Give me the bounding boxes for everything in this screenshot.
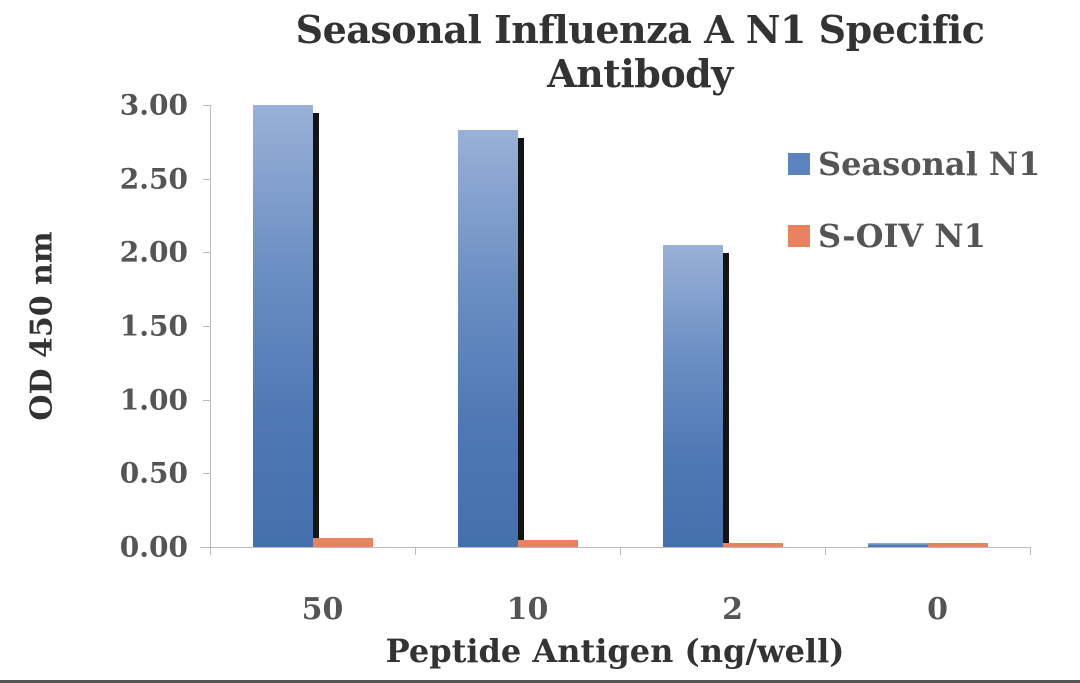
x-tick-label: 10 xyxy=(506,592,549,627)
legend-label: Seasonal N1 xyxy=(818,145,1041,183)
x-tick-label: 2 xyxy=(722,592,743,627)
y-tick-mark xyxy=(203,252,211,254)
y-tick-label: 0.50 xyxy=(119,456,188,490)
x-tick-label: 50 xyxy=(301,592,344,627)
x-axis-line xyxy=(200,547,1030,548)
bar-seasonal-n1-2 xyxy=(663,244,729,547)
y-tick-label: 2.50 xyxy=(119,162,188,196)
y-tick-mark xyxy=(203,105,211,106)
legend-item-s-oiv-n1: S-OIV N1 xyxy=(788,200,1040,272)
y-tick-mark xyxy=(203,326,211,327)
bar-s-oiv-n1-0 xyxy=(928,542,988,547)
bar-shadow xyxy=(723,252,729,547)
y-tick-label: 1.00 xyxy=(119,383,188,417)
bar-seasonal-n1-50 xyxy=(253,105,319,547)
bar-seasonal-n1-0 xyxy=(868,542,928,547)
x-tick-mark xyxy=(620,547,621,555)
legend-swatch-icon xyxy=(788,153,810,175)
y-tick-label: 1.50 xyxy=(119,309,188,343)
bar-shadow xyxy=(313,113,319,547)
legend: Seasonal N1 S-OIV N1 xyxy=(788,128,1040,272)
y-axis-line xyxy=(210,105,211,547)
x-tick-mark xyxy=(1030,547,1031,555)
chart-title-line-2: Antibody xyxy=(547,51,733,96)
chart-title-line-1: Seasonal Influenza A N1 Specific xyxy=(295,7,985,52)
x-tick-mark xyxy=(210,547,211,555)
legend-item-seasonal-n1: Seasonal N1 xyxy=(788,128,1040,200)
x-tick-mark xyxy=(415,547,416,555)
legend-label: S-OIV N1 xyxy=(818,217,986,255)
bar-s-oiv-n1-2 xyxy=(723,542,783,547)
y-axis-label: OD 450 nm xyxy=(24,231,60,421)
bar-shadow xyxy=(518,138,524,547)
y-tick-mark xyxy=(203,399,211,401)
x-tick-label: 0 xyxy=(927,592,948,627)
legend-swatch-icon xyxy=(788,225,810,247)
bar-s-oiv-n1-10 xyxy=(518,539,578,547)
x-axis-label: Peptide Antigen (ng/well) xyxy=(385,632,845,670)
bar-seasonal-n1-10 xyxy=(458,130,524,547)
y-tick-label: 3.00 xyxy=(119,88,188,122)
y-tick-mark xyxy=(203,178,211,180)
y-tick-label: 0.00 xyxy=(119,530,188,564)
y-tick-mark xyxy=(203,473,211,475)
x-tick-mark xyxy=(825,547,826,555)
y-tick-label: 2.00 xyxy=(119,235,188,269)
bottom-border xyxy=(0,680,1080,683)
chart-title: Seasonal Influenza A N1 Specific Antibod… xyxy=(200,8,1080,96)
bar-s-oiv-n1-50 xyxy=(313,538,373,547)
